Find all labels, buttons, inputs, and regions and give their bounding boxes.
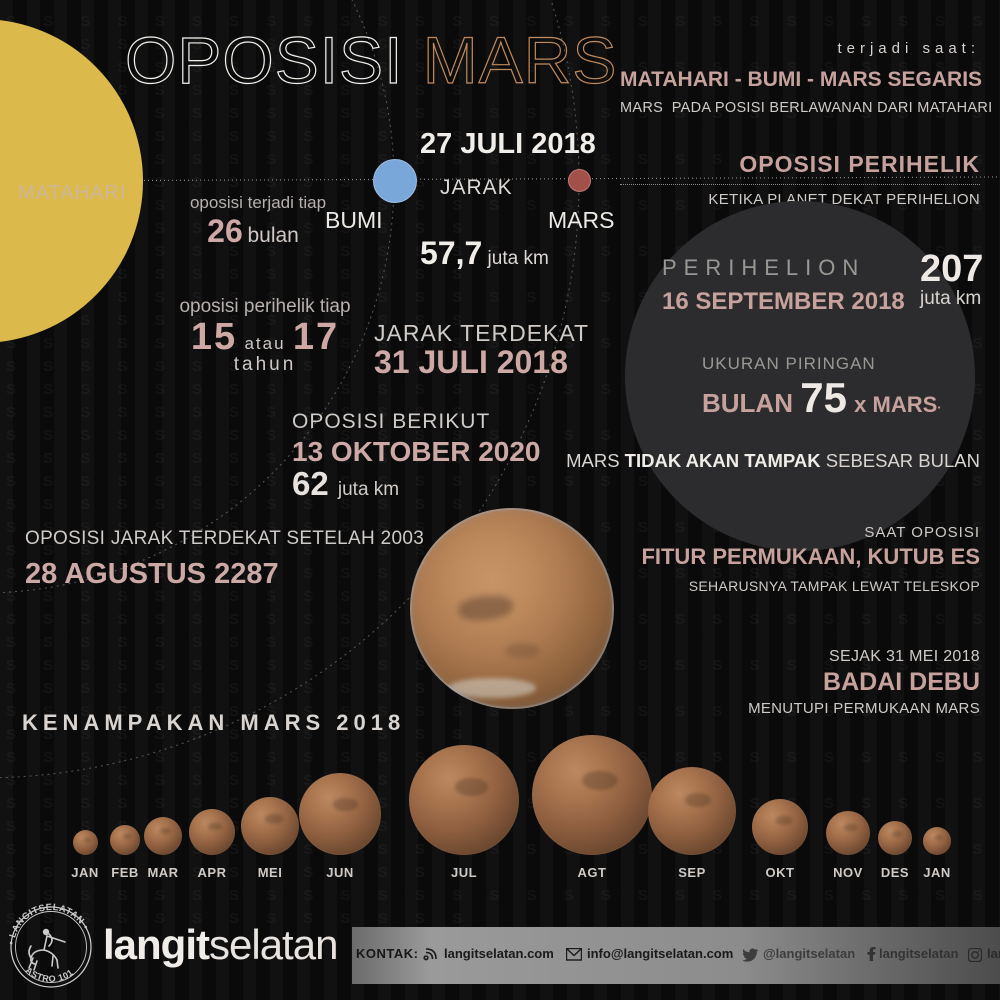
svg-text:ASTRO 101: ASTRO 101 <box>24 965 76 984</box>
svg-text:• LANGITSELATAN •: • LANGITSELATAN • <box>6 902 91 945</box>
